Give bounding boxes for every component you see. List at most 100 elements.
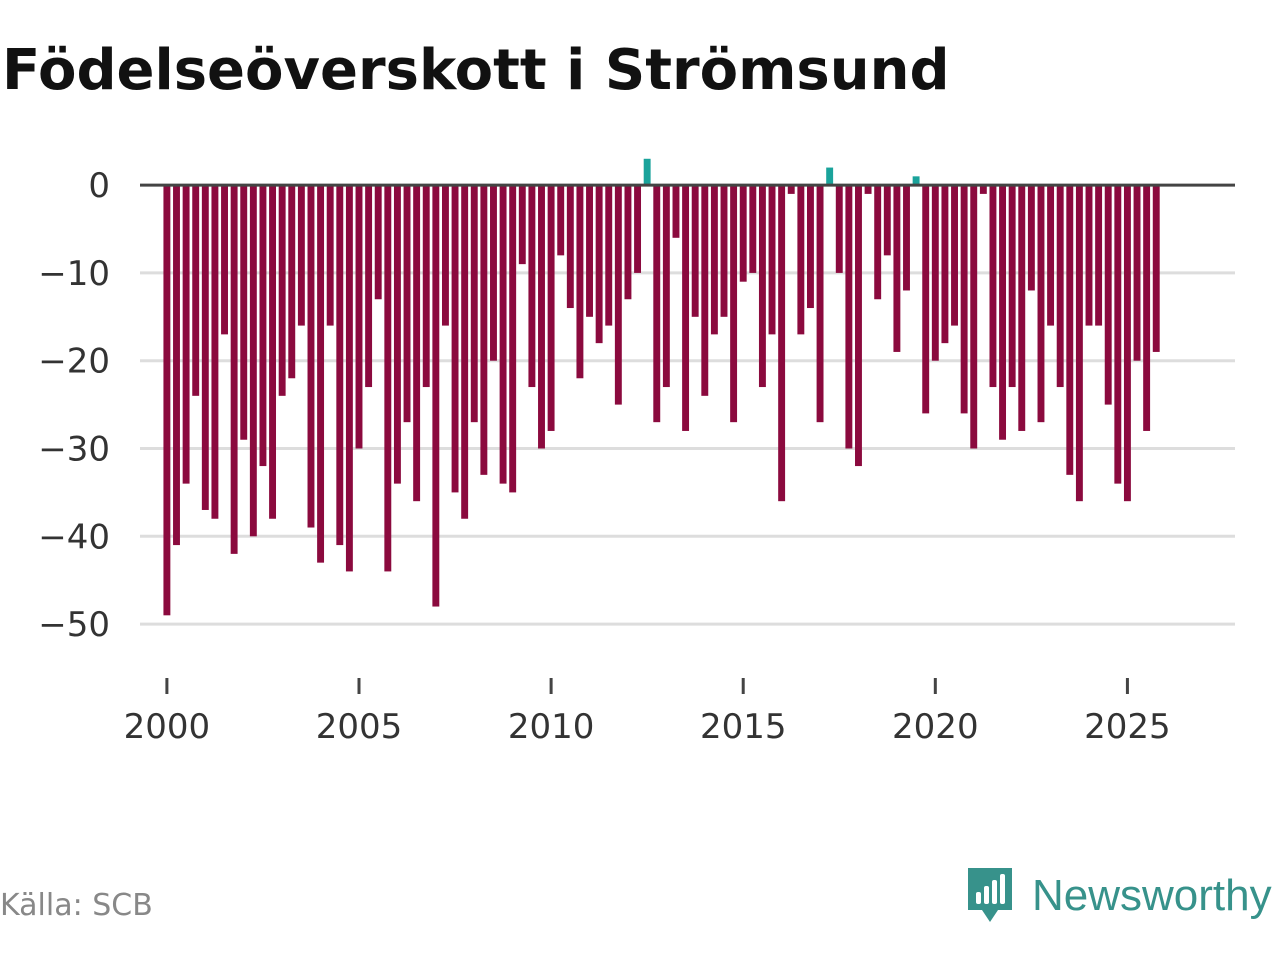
bar[interactable] [883, 185, 891, 256]
bar[interactable] [461, 185, 469, 519]
bar[interactable] [192, 185, 200, 396]
bar[interactable] [576, 185, 584, 379]
bar[interactable] [931, 185, 939, 361]
bar[interactable] [595, 185, 603, 344]
bar[interactable] [768, 185, 776, 335]
bar[interactable] [816, 185, 824, 423]
bar[interactable] [1123, 185, 1131, 502]
bar[interactable] [730, 185, 738, 423]
bar[interactable] [605, 185, 613, 326]
bar[interactable] [874, 185, 882, 300]
bar[interactable] [624, 185, 632, 300]
bar[interactable] [422, 185, 430, 388]
bar[interactable] [1114, 185, 1122, 484]
bar[interactable] [797, 185, 805, 335]
bar[interactable] [749, 185, 757, 273]
bar[interactable] [586, 185, 593, 317]
bar[interactable] [499, 185, 507, 484]
bar[interactable] [653, 185, 661, 423]
bar[interactable] [739, 185, 747, 282]
bar[interactable] [374, 185, 382, 300]
bar[interactable] [221, 185, 228, 335]
bar[interactable] [288, 185, 296, 379]
bar[interactable] [835, 185, 843, 273]
bar[interactable] [672, 185, 680, 238]
bar[interactable] [691, 185, 699, 317]
bar[interactable] [278, 185, 286, 396]
bar[interactable] [326, 185, 334, 326]
bar[interactable] [230, 185, 238, 554]
bar[interactable] [317, 185, 325, 563]
bar[interactable] [1095, 185, 1103, 326]
bar[interactable] [989, 185, 997, 388]
bar[interactable] [941, 185, 949, 344]
bar[interactable] [173, 185, 180, 546]
bar[interactable] [403, 185, 411, 423]
bar[interactable] [1056, 185, 1064, 388]
bar[interactable] [682, 185, 690, 431]
bar[interactable] [720, 185, 728, 317]
bar[interactable] [259, 185, 267, 467]
bar[interactable] [518, 185, 526, 265]
bar[interactable] [912, 176, 920, 186]
bar[interactable] [470, 185, 478, 423]
bar[interactable] [1143, 185, 1151, 431]
bar[interactable] [710, 185, 718, 335]
bar[interactable] [1152, 185, 1160, 352]
bar[interactable] [787, 185, 795, 194]
bar[interactable] [240, 185, 248, 440]
bar[interactable] [1027, 185, 1035, 291]
bar[interactable] [960, 185, 968, 414]
bar[interactable] [307, 185, 315, 528]
bar[interactable] [345, 185, 353, 572]
bar[interactable] [163, 185, 171, 616]
bar[interactable] [211, 185, 219, 519]
bar[interactable] [864, 185, 872, 194]
bar[interactable] [662, 185, 670, 388]
bar[interactable] [441, 185, 449, 326]
bar[interactable] [384, 185, 392, 572]
bar[interactable] [566, 185, 574, 309]
bar[interactable] [1133, 185, 1141, 361]
bar[interactable] [557, 185, 565, 256]
bar[interactable] [365, 185, 373, 388]
bar[interactable] [201, 185, 209, 510]
bar[interactable] [922, 185, 930, 414]
bar[interactable] [1018, 185, 1026, 431]
bar[interactable] [509, 185, 517, 493]
bar[interactable] [297, 185, 305, 326]
bar[interactable] [893, 185, 901, 352]
bar[interactable] [903, 185, 910, 291]
bar[interactable] [845, 185, 853, 449]
bar[interactable] [269, 185, 277, 519]
bar[interactable] [806, 185, 814, 309]
bar[interactable] [970, 185, 978, 449]
bar[interactable] [1066, 185, 1074, 475]
bar[interactable] [480, 185, 488, 475]
bar[interactable] [826, 167, 834, 186]
bar[interactable] [634, 185, 642, 273]
bar[interactable] [643, 158, 651, 186]
bar[interactable] [1037, 185, 1045, 423]
bar[interactable] [1104, 185, 1112, 405]
bar[interactable] [355, 185, 363, 449]
bar[interactable] [1008, 185, 1016, 388]
bar[interactable] [1085, 185, 1093, 326]
bar[interactable] [855, 185, 862, 467]
bar[interactable] [249, 185, 257, 537]
bar[interactable] [1047, 185, 1055, 326]
bar[interactable] [778, 185, 786, 502]
bar[interactable] [413, 185, 421, 502]
bar[interactable] [701, 185, 709, 396]
bar[interactable] [528, 185, 536, 388]
bar[interactable] [999, 185, 1007, 440]
bar[interactable] [1075, 185, 1083, 502]
bar[interactable] [538, 185, 545, 449]
newsworthy-logo[interactable]: Newsworthy [964, 864, 1272, 928]
bar[interactable] [614, 185, 622, 405]
bar[interactable] [490, 185, 497, 361]
bar[interactable] [393, 185, 401, 484]
bar[interactable] [547, 185, 555, 431]
bar[interactable] [182, 185, 190, 484]
bar[interactable] [451, 185, 459, 493]
